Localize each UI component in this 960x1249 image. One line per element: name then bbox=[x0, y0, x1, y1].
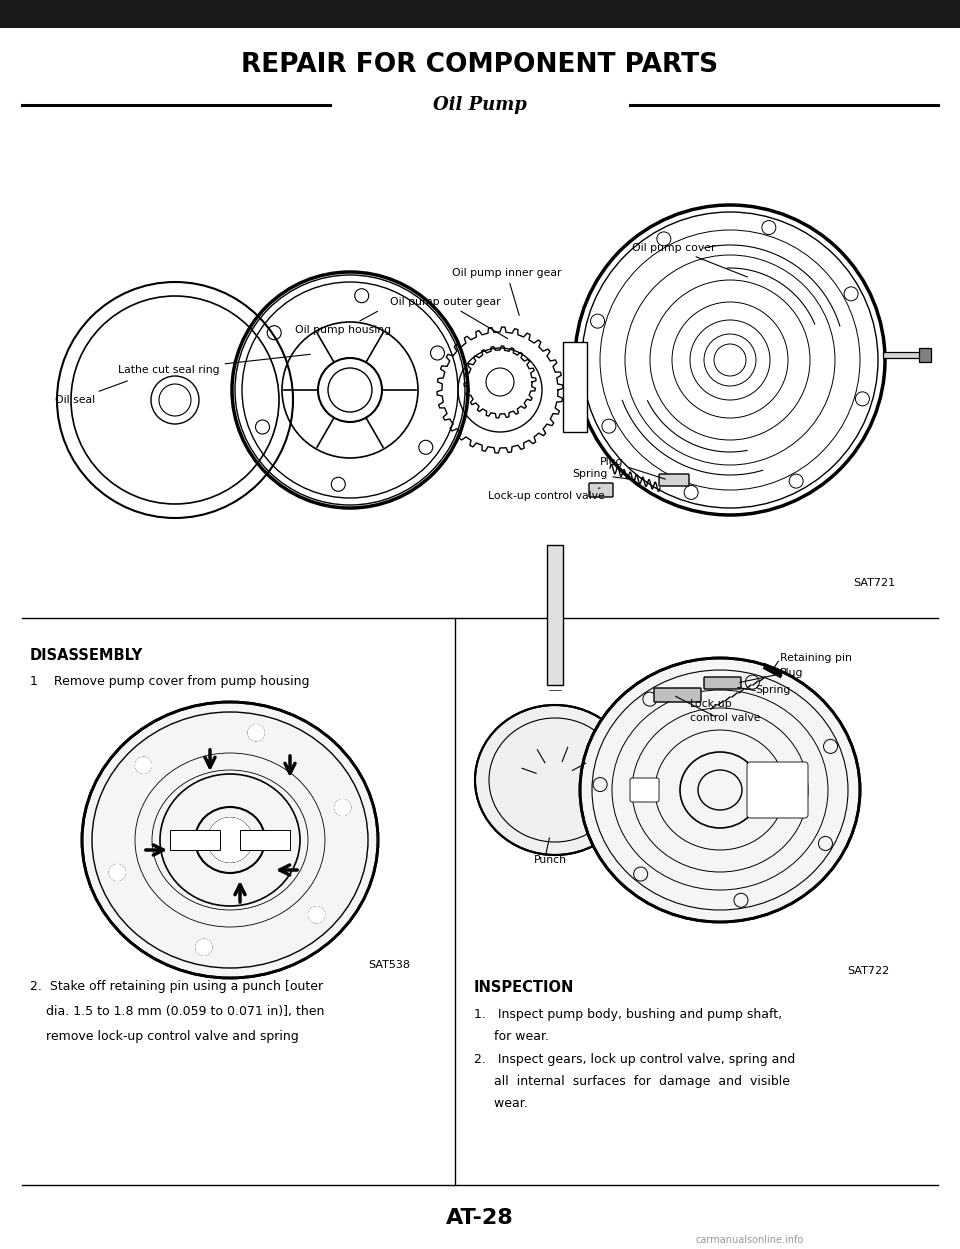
Bar bbox=[170, 831, 220, 851]
Text: DISASSEMBLY: DISASSEMBLY bbox=[30, 648, 143, 663]
Text: Oil pump cover: Oil pump cover bbox=[632, 244, 748, 277]
Text: AT-28: AT-28 bbox=[446, 1208, 514, 1228]
Text: Retaining pin: Retaining pin bbox=[780, 653, 852, 663]
Text: Oil pump inner gear: Oil pump inner gear bbox=[452, 269, 562, 315]
Text: Oil pump outer gear: Oil pump outer gear bbox=[390, 297, 508, 338]
Text: SAT721: SAT721 bbox=[852, 578, 895, 588]
Text: Plug: Plug bbox=[600, 457, 665, 480]
Text: INSPECTION: INSPECTION bbox=[474, 980, 574, 995]
Circle shape bbox=[196, 939, 212, 955]
Ellipse shape bbox=[580, 658, 860, 922]
Bar bbox=[919, 348, 931, 362]
Text: Spring: Spring bbox=[755, 684, 790, 694]
Text: 1.   Inspect pump body, bushing and pump shaft,: 1. Inspect pump body, bushing and pump s… bbox=[474, 1008, 782, 1020]
Text: remove lock-up control valve and spring: remove lock-up control valve and spring bbox=[30, 1030, 299, 1043]
Text: 2.   Inspect gears, lock up control valve, spring and: 2. Inspect gears, lock up control valve,… bbox=[474, 1053, 795, 1065]
FancyBboxPatch shape bbox=[654, 688, 701, 702]
Text: Oil seal: Oil seal bbox=[55, 381, 128, 405]
FancyBboxPatch shape bbox=[630, 778, 659, 802]
Text: Oil pump housing: Oil pump housing bbox=[295, 311, 391, 335]
FancyBboxPatch shape bbox=[589, 483, 613, 497]
Text: Oil Pump: Oil Pump bbox=[433, 96, 527, 114]
Ellipse shape bbox=[82, 702, 378, 978]
FancyBboxPatch shape bbox=[659, 475, 689, 486]
Bar bbox=[0, 0, 960, 27]
Text: Lathe cut seal ring: Lathe cut seal ring bbox=[118, 355, 310, 375]
Circle shape bbox=[249, 724, 264, 741]
Text: all  internal  surfaces  for  damage  and  visible: all internal surfaces for damage and vis… bbox=[474, 1075, 790, 1088]
Text: Lock-up: Lock-up bbox=[690, 699, 732, 709]
Text: REPAIR FOR COMPONENT PARTS: REPAIR FOR COMPONENT PARTS bbox=[241, 52, 719, 77]
Text: 1    Remove pump cover from pump housing: 1 Remove pump cover from pump housing bbox=[30, 674, 309, 688]
Bar bbox=[547, 545, 563, 684]
Text: Lock-up control valve: Lock-up control valve bbox=[488, 488, 605, 501]
Circle shape bbox=[208, 818, 252, 862]
FancyBboxPatch shape bbox=[747, 762, 808, 818]
Text: SAT722: SAT722 bbox=[848, 965, 890, 975]
Text: Plug: Plug bbox=[780, 668, 804, 678]
Circle shape bbox=[308, 907, 324, 923]
Text: Spring: Spring bbox=[572, 470, 636, 480]
Text: carmanualsonline.info: carmanualsonline.info bbox=[696, 1235, 804, 1245]
Text: SAT538: SAT538 bbox=[368, 960, 410, 970]
Bar bbox=[563, 342, 587, 432]
Circle shape bbox=[335, 799, 350, 816]
Text: control valve: control valve bbox=[690, 713, 760, 723]
Text: 2.  Stake off retaining pin using a punch [outer: 2. Stake off retaining pin using a punch… bbox=[30, 980, 324, 993]
Text: wear.: wear. bbox=[474, 1097, 528, 1110]
Ellipse shape bbox=[475, 704, 635, 856]
Bar bbox=[883, 352, 921, 358]
Text: dia. 1.5 to 1.8 mm (0.059 to 0.071 in)], then: dia. 1.5 to 1.8 mm (0.059 to 0.071 in)],… bbox=[30, 1005, 324, 1018]
Circle shape bbox=[135, 757, 152, 773]
FancyBboxPatch shape bbox=[704, 677, 741, 689]
Circle shape bbox=[109, 864, 125, 881]
Text: for wear.: for wear. bbox=[474, 1030, 549, 1043]
Bar bbox=[240, 831, 290, 851]
Text: Punch: Punch bbox=[534, 856, 567, 866]
